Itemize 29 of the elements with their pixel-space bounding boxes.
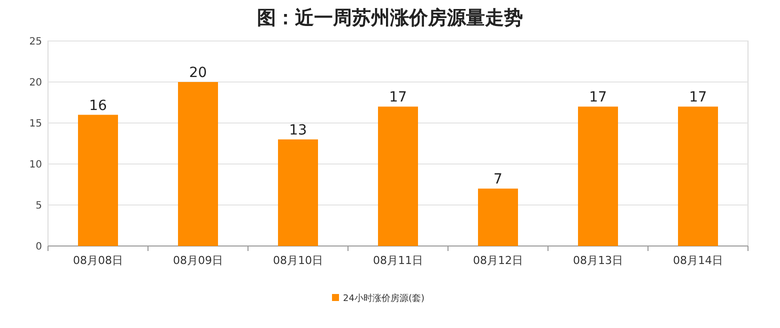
x-tick-label: 08月12日 [473, 254, 523, 267]
bar [478, 188, 518, 246]
bar [78, 114, 118, 246]
x-tick-label: 08月08日 [73, 254, 123, 267]
bar [678, 106, 718, 246]
chart-title: 图：近一周苏州涨价房源量走势 [257, 7, 523, 29]
data-label: 17 [389, 90, 407, 106]
bar [278, 139, 318, 246]
y-tick-label: 15 [29, 118, 42, 130]
data-label: 17 [689, 90, 707, 106]
y-tick-label: 25 [29, 36, 42, 48]
x-tick-label: 08月09日 [173, 254, 223, 267]
x-tick-label: 08月14日 [673, 254, 723, 267]
data-label: 13 [289, 122, 307, 138]
data-label: 16 [89, 98, 107, 114]
y-tick-label: 20 [29, 78, 42, 88]
x-tick-label: 08月11日 [373, 254, 423, 267]
y-tick-label: 0 [36, 242, 42, 252]
bar [178, 82, 218, 246]
bar [578, 106, 618, 246]
x-tick-label: 08月10日 [273, 254, 323, 267]
bar [378, 106, 418, 246]
y-tick-label: 10 [29, 160, 42, 170]
data-label: 17 [589, 90, 607, 106]
legend-label: 24小时涨价房源(套) [343, 293, 424, 304]
data-label: 7 [494, 172, 502, 188]
data-label: 20 [189, 65, 207, 81]
x-tick-label: 08月13日 [573, 254, 623, 267]
y-tick-label: 5 [36, 200, 42, 212]
